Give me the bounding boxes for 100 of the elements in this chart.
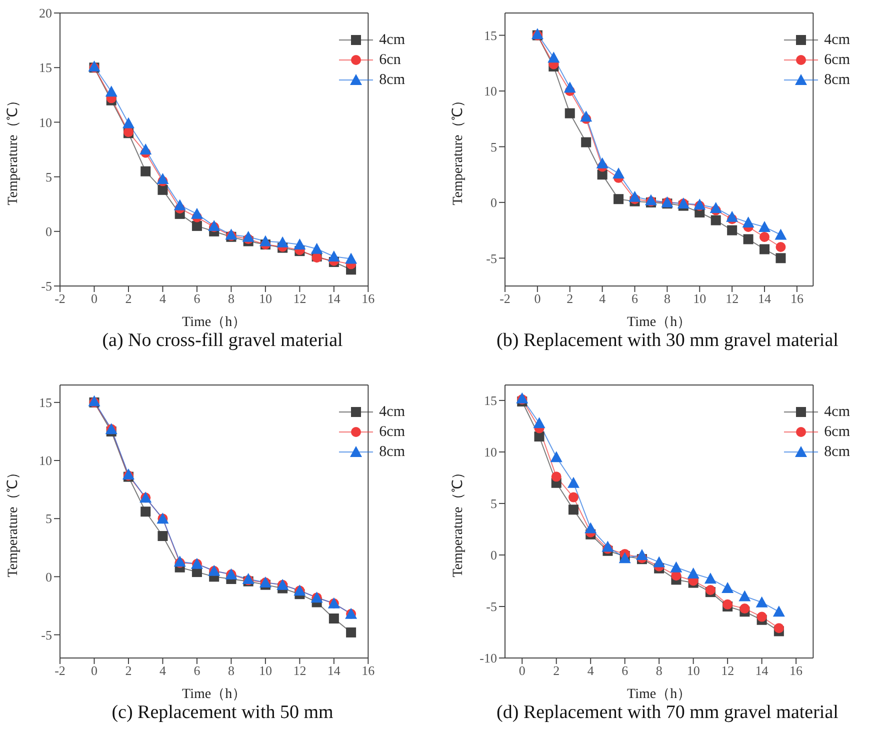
y-tick-label: 15 — [484, 393, 497, 408]
point — [156, 172, 169, 184]
y-tick-label: -10 — [480, 650, 497, 666]
point — [772, 606, 785, 617]
x-tick-label: 14 — [755, 663, 769, 678]
point — [548, 52, 560, 63]
text: (b) Replacement with 30 mm gravel material — [496, 330, 840, 352]
x-axis-title: Time（h） — [182, 315, 246, 330]
x-tick-label: 14 — [327, 663, 341, 678]
point — [140, 144, 152, 154]
x-tick-label: 2 — [125, 291, 132, 306]
y-tick-label: -5 — [486, 599, 497, 614]
x-tick-label: 10 — [258, 291, 272, 306]
x-tick-label: 16 — [362, 291, 376, 306]
x-tick-label: 6 — [632, 291, 639, 306]
point — [612, 167, 625, 178]
point — [158, 184, 168, 195]
x-tick-label: 8 — [664, 291, 670, 306]
point — [122, 468, 134, 480]
point — [328, 614, 339, 624]
point — [722, 582, 734, 593]
x-axis-title: Time（h） — [182, 687, 246, 702]
legend-label: 8cm — [379, 72, 405, 88]
point — [533, 417, 546, 428]
y-tick-label: 0 — [46, 224, 52, 240]
y-tick-label: 10 — [484, 444, 497, 460]
point — [581, 137, 592, 148]
x-tick-label: 0 — [518, 663, 526, 678]
point — [564, 82, 576, 93]
point — [568, 504, 578, 515]
point — [710, 202, 722, 213]
x-tick-label: 10 — [686, 663, 700, 678]
y-tick-label: 5 — [46, 169, 52, 184]
point — [158, 531, 168, 542]
legend-label: 8cm — [824, 444, 850, 460]
point — [596, 157, 608, 168]
point — [192, 220, 202, 231]
point — [345, 252, 358, 264]
y-tick-label: 10 — [484, 84, 497, 99]
legend-label: 8cm — [379, 444, 405, 460]
point — [670, 561, 682, 572]
point — [756, 612, 767, 622]
legend-label: 6cn — [379, 52, 401, 68]
y-tick-label: 0 — [46, 569, 52, 584]
point — [310, 242, 323, 254]
point — [208, 220, 220, 231]
x-axis-title: Time（h） — [627, 315, 692, 330]
point — [602, 540, 614, 552]
point — [294, 238, 306, 250]
x-tick-label: 0 — [90, 291, 98, 306]
x-tick-label: 6 — [194, 291, 201, 306]
y-tick-label: 0 — [490, 195, 497, 210]
point — [105, 86, 118, 97]
point — [174, 199, 186, 210]
legend-label: 6cm — [379, 424, 405, 440]
point — [727, 225, 738, 236]
point — [550, 451, 562, 462]
point — [704, 572, 716, 584]
x-tick-label: 8 — [228, 663, 234, 678]
text: (a) No cross-fill gravel material — [101, 330, 344, 352]
point — [756, 596, 768, 608]
point — [742, 216, 754, 228]
point — [743, 234, 754, 244]
x-tick-label: 10 — [693, 291, 706, 306]
point — [140, 506, 151, 517]
x-tick-label: 2 — [566, 291, 574, 306]
x-axis-title: Time（h） — [627, 687, 692, 702]
x-tick-label: -2 — [54, 291, 66, 306]
x-tick-label: 14 — [327, 291, 341, 306]
y-tick-label: 15 — [484, 28, 497, 43]
x-tick-label: 0 — [90, 663, 98, 678]
y-axis-title: Temperature（℃） — [6, 94, 21, 206]
x-tick-label: 4 — [159, 663, 166, 678]
y-tick-label: 5 — [490, 496, 497, 512]
x-tick-label: 8 — [656, 663, 662, 678]
legend-label: 4cm — [824, 404, 850, 420]
x-tick-label: 10 — [258, 663, 272, 678]
x-tick-label: 12 — [721, 663, 734, 678]
x-tick-label: 6 — [622, 663, 629, 678]
x-tick-label: 2 — [125, 663, 132, 678]
point — [774, 623, 784, 634]
x-tick-label: 8 — [228, 291, 234, 306]
y-tick-label: -5 — [486, 250, 497, 266]
point — [760, 232, 770, 242]
x-tick-label: 4 — [159, 291, 166, 306]
y-tick-label: 10 — [39, 453, 52, 468]
y-axis-title: Temperature（℃） — [450, 466, 466, 578]
point — [760, 244, 770, 254]
x-tick-label: 14 — [758, 291, 772, 306]
legend-label: 8cm — [824, 72, 850, 88]
point — [259, 235, 272, 246]
y-tick-label: 5 — [490, 139, 497, 154]
y-tick-label: 10 — [39, 114, 52, 130]
point — [346, 627, 356, 638]
x-tick-label: 16 — [362, 663, 376, 678]
point — [140, 166, 151, 176]
point — [584, 522, 597, 534]
point — [534, 432, 544, 442]
y-axis-title: Temperature（℃） — [450, 94, 466, 206]
y-tick-label: 0 — [490, 548, 497, 563]
